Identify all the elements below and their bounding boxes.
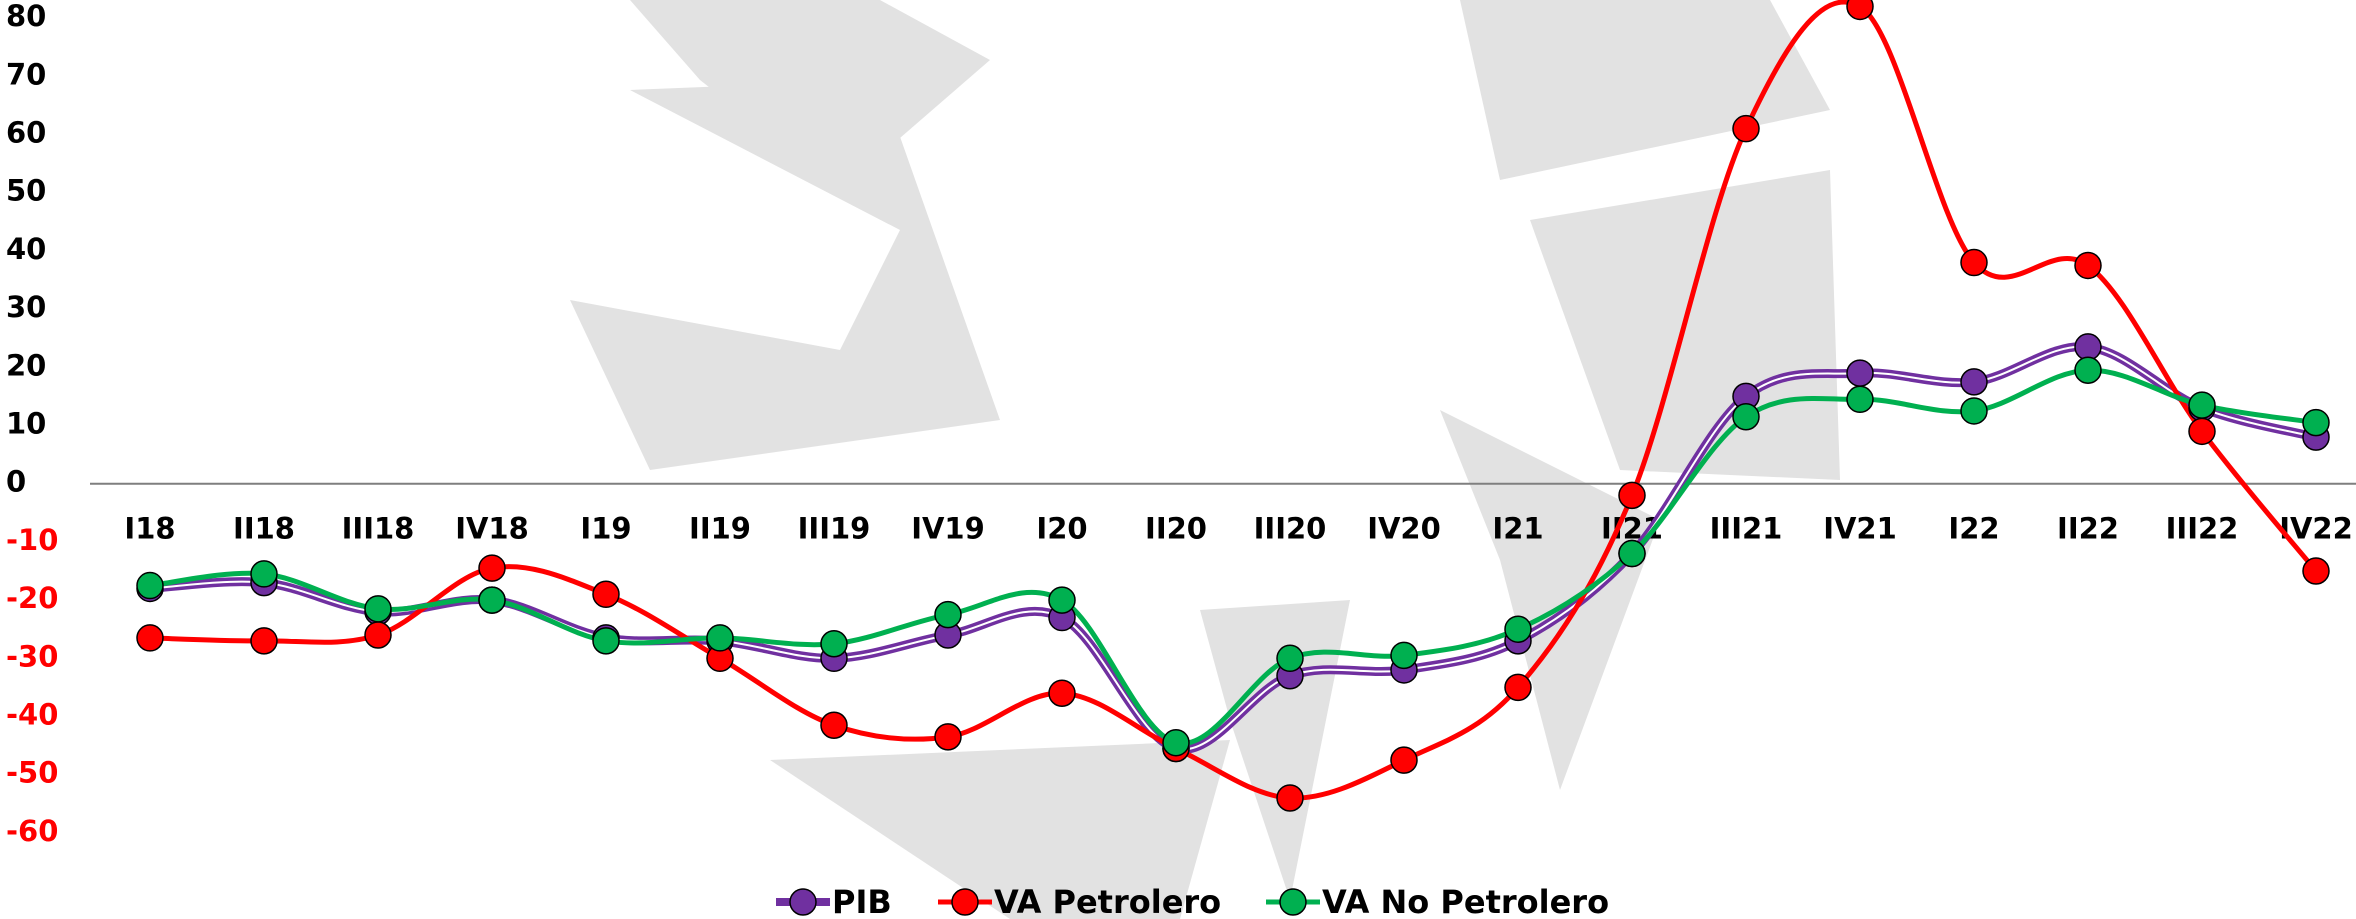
data-point: [2075, 334, 2101, 360]
y-tick-label: 70: [6, 57, 46, 91]
watermark: [570, 0, 1840, 919]
data-point: [365, 596, 391, 622]
data-point: [593, 628, 619, 654]
x-tick-label: I21: [1492, 512, 1543, 546]
data-point: [1277, 645, 1303, 671]
data-point: [2189, 418, 2215, 444]
x-tick-label: II18: [233, 512, 295, 546]
data-point: [1049, 680, 1075, 706]
legend-label: VA No Petrolero: [1322, 883, 1609, 919]
x-tick-label: III20: [1254, 512, 1327, 546]
x-tick-label: I19: [580, 512, 631, 546]
data-point: [821, 712, 847, 738]
data-point: [1847, 386, 1873, 412]
y-tick-label: -60: [6, 814, 58, 848]
data-point: [2075, 252, 2101, 278]
x-tick-label: IV20: [1367, 512, 1441, 546]
data-point: [1847, 360, 1873, 386]
y-tick-label: 40: [6, 232, 46, 266]
y-tick-label: -40: [6, 698, 58, 732]
legend-label: PIB: [832, 883, 892, 919]
data-point: [1505, 616, 1531, 642]
data-point: [1733, 116, 1759, 142]
legend-label: VA Petrolero: [994, 883, 1221, 919]
x-tick-label: II19: [689, 512, 751, 546]
y-tick-label: 10: [6, 407, 46, 441]
data-point: [137, 625, 163, 651]
y-tick-label: 30: [6, 290, 46, 324]
x-tick-label: IV18: [455, 512, 529, 546]
data-point: [2189, 392, 2215, 418]
data-point: [1049, 587, 1075, 613]
data-point: [935, 602, 961, 628]
x-tick-label: I20: [1036, 512, 1087, 546]
data-point: [1961, 369, 1987, 395]
data-point: [1961, 250, 1987, 276]
legend-swatch-marker: [790, 889, 816, 915]
data-point: [1847, 0, 1873, 19]
y-tick-label: -10: [6, 523, 58, 557]
data-point: [251, 561, 277, 587]
x-tick-label: II22: [2057, 512, 2119, 546]
x-tick-label: I18: [124, 512, 175, 546]
data-point: [1163, 730, 1189, 756]
chart: -60 -50 -40 -30 -20 -10 0 10 20 30 40 50 60 70 80 I18 II…: [0, 0, 2356, 919]
y-tick-label: 50: [6, 174, 46, 208]
data-point: [1961, 398, 1987, 424]
data-point: [251, 628, 277, 654]
data-point: [137, 573, 163, 599]
page: {"chart_data": {"type": "line", "categor…: [0, 0, 2356, 919]
y-tick-label: -50: [6, 756, 58, 790]
x-tick-label: III21: [1710, 512, 1783, 546]
y-tick-label: 20: [6, 348, 46, 382]
data-point: [1277, 785, 1303, 811]
data-point: [1619, 541, 1645, 567]
x-tick-label: III19: [798, 512, 871, 546]
data-point: [1505, 674, 1531, 700]
x-tick-label: IV21: [1823, 512, 1897, 546]
data-point: [479, 555, 505, 581]
data-point: [1391, 747, 1417, 773]
data-point: [1391, 642, 1417, 668]
x-tick-label: III18: [342, 512, 415, 546]
legend-swatch-marker: [952, 889, 978, 915]
data-point: [707, 625, 733, 651]
data-point: [365, 622, 391, 648]
data-point: [1733, 404, 1759, 430]
data-point: [2075, 357, 2101, 383]
x-tick-label: I22: [1948, 512, 1999, 546]
data-point: [821, 631, 847, 657]
y-tick-label: 0: [6, 465, 26, 499]
legend-swatch-marker: [1280, 889, 1306, 915]
y-tick-label: -30: [6, 639, 58, 673]
data-point: [2303, 558, 2329, 584]
x-tick-label: IV19: [911, 512, 985, 546]
y-tick-label: 60: [6, 116, 46, 150]
x-tick-label: II20: [1145, 512, 1207, 546]
y-tick-label: -20: [6, 581, 58, 615]
x-tick-label: III22: [2166, 512, 2239, 546]
data-point: [479, 587, 505, 613]
data-point: [935, 724, 961, 750]
y-tick-label: 80: [6, 0, 46, 33]
data-point: [2303, 410, 2329, 436]
data-point: [1619, 482, 1645, 508]
data-point: [593, 581, 619, 607]
